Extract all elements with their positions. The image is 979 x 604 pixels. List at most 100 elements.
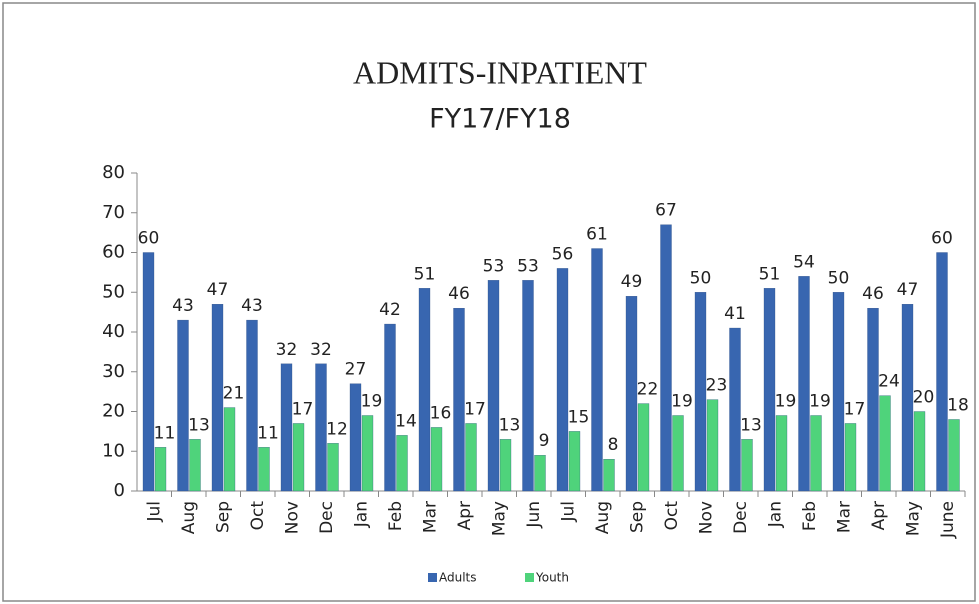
- bar: [763, 288, 776, 492]
- x-tick-label: Mar: [834, 501, 854, 533]
- data-label: 60: [931, 229, 953, 249]
- data-label: 17: [292, 399, 314, 419]
- bar: [418, 288, 431, 492]
- x-tick-label: Oct: [662, 501, 682, 531]
- bar: [292, 423, 305, 492]
- data-label: 46: [448, 284, 470, 304]
- bar: [603, 459, 615, 492]
- data-label: 50: [690, 268, 712, 288]
- data-label: 14: [395, 411, 417, 431]
- x-tick-label: Oct: [248, 501, 268, 531]
- data-label: 51: [414, 264, 436, 284]
- x-tick-label: Dec: [731, 501, 751, 534]
- bar: [741, 439, 753, 492]
- bar: [729, 327, 741, 492]
- bar: [948, 419, 960, 492]
- x-tick-label: Sep: [213, 501, 233, 533]
- data-label: 24: [878, 372, 900, 392]
- x-tick-label: Aug: [593, 501, 613, 534]
- x-tick-label: Dec: [317, 501, 337, 534]
- data-label: 23: [706, 376, 728, 396]
- x-tick-label: Nov: [696, 501, 716, 534]
- bar: [706, 399, 719, 492]
- data-label: 43: [172, 296, 194, 316]
- data-label: 47: [897, 280, 919, 300]
- data-label: 67: [655, 201, 677, 221]
- data-label: 16: [430, 403, 452, 423]
- bar: [568, 431, 581, 492]
- x-tick-label: Jul: [144, 501, 164, 523]
- legend-label: Youth: [535, 571, 569, 585]
- bar: [189, 439, 201, 492]
- data-label: 21: [223, 384, 245, 404]
- data-label: 19: [361, 391, 383, 411]
- bar: [660, 224, 672, 492]
- data-label: 19: [775, 391, 797, 411]
- bar: [901, 304, 914, 492]
- data-label: 20: [913, 388, 935, 408]
- bar: [246, 319, 258, 492]
- data-label: 41: [724, 304, 746, 324]
- x-tick-label: Nov: [282, 501, 302, 534]
- bar: [844, 423, 857, 492]
- bar: [384, 323, 396, 492]
- bar: [211, 304, 224, 492]
- data-label: 51: [759, 264, 781, 284]
- data-label: 32: [276, 340, 298, 360]
- data-label: 19: [809, 391, 831, 411]
- bar: [177, 319, 189, 492]
- bar: [913, 411, 926, 492]
- bar: [522, 280, 534, 492]
- bar: [258, 447, 270, 492]
- data-label: 53: [517, 256, 539, 276]
- data-label: 11: [257, 423, 279, 443]
- bar: [867, 307, 879, 492]
- bar: [798, 276, 810, 492]
- x-tick-label: May: [489, 501, 509, 536]
- data-label: 56: [552, 244, 574, 264]
- bar: [327, 443, 339, 492]
- bar: [430, 427, 443, 492]
- data-label: 50: [828, 268, 850, 288]
- y-tick-label: 50: [102, 281, 125, 302]
- bar: [315, 363, 327, 492]
- chart-title: ADMITS-INPATIENT: [353, 54, 647, 90]
- bar: [637, 403, 650, 492]
- data-label: 9: [539, 431, 550, 451]
- bar: [396, 435, 408, 492]
- x-tick-label: Sep: [627, 501, 647, 533]
- x-tick-label: Jan: [765, 501, 785, 528]
- x-tick-label: Jun: [524, 501, 544, 529]
- x-tick-label: Jan: [351, 501, 371, 528]
- legend-swatch: [525, 573, 534, 582]
- bar: [879, 395, 891, 492]
- data-label: 13: [740, 415, 762, 435]
- y-tick-label: 30: [102, 361, 125, 382]
- data-label: 32: [310, 340, 332, 360]
- x-tick-label: Feb: [386, 501, 406, 531]
- x-tick-label: Aug: [179, 501, 199, 534]
- data-label: 11: [154, 423, 176, 443]
- x-tick-label: June: [938, 501, 958, 539]
- data-label: 8: [608, 435, 619, 455]
- data-label: 46: [862, 284, 884, 304]
- data-label: 49: [621, 272, 643, 292]
- y-tick-label: 80: [102, 162, 125, 183]
- y-tick-label: 20: [102, 401, 125, 422]
- x-tick-label: Jul: [558, 501, 578, 523]
- data-label: 42: [379, 300, 401, 320]
- data-label: 53: [483, 256, 505, 276]
- x-tick-label: May: [903, 501, 923, 536]
- bar: [591, 248, 603, 492]
- x-tick-label: Feb: [800, 501, 820, 531]
- bar: [154, 447, 167, 492]
- data-label: 17: [464, 399, 486, 419]
- data-label: 22: [637, 380, 659, 400]
- bar: [453, 307, 465, 492]
- data-label: 12: [326, 419, 348, 439]
- x-tick-label: Mar: [420, 501, 440, 533]
- bar: [349, 383, 362, 492]
- legend-label: Adults: [439, 571, 477, 585]
- bar: [672, 415, 684, 492]
- bar: [465, 423, 477, 492]
